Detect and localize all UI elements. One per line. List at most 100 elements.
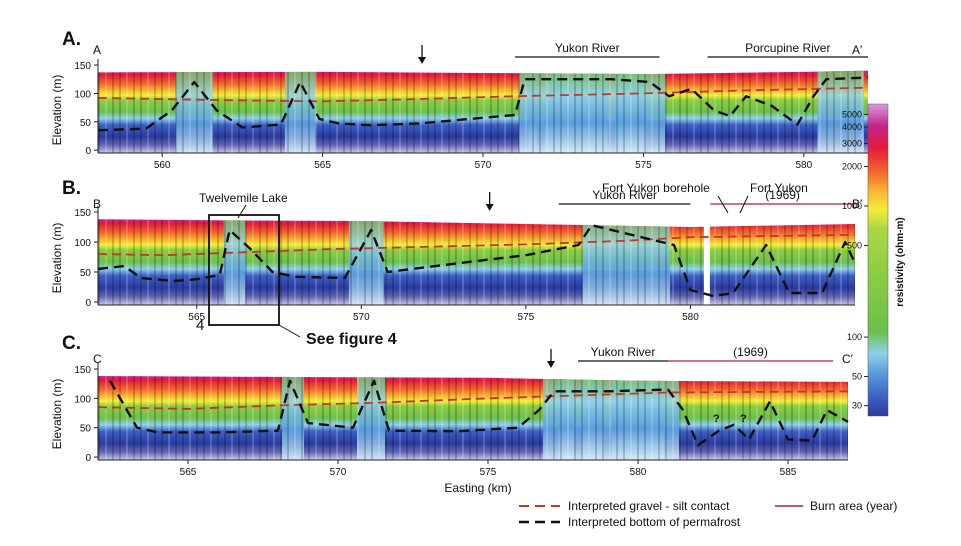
texture-stripe xyxy=(168,70,170,153)
texture-stripe xyxy=(427,376,429,460)
texture-stripe xyxy=(707,376,709,460)
texture-stripe xyxy=(371,376,373,460)
annotations: Yukon River (1969)?? xyxy=(547,345,833,425)
texture-stripe xyxy=(329,219,331,305)
texture-stripe xyxy=(812,376,814,460)
texture-stripe xyxy=(749,376,751,460)
talik-zone xyxy=(615,70,666,153)
texture-stripe xyxy=(728,219,730,305)
texture-stripe xyxy=(784,376,786,460)
uncertain-mark: ? xyxy=(713,413,720,425)
texture-stripe xyxy=(700,219,702,305)
y-tick-label: 150 xyxy=(74,61,91,72)
texture-stripe xyxy=(560,376,562,460)
texture-stripe xyxy=(707,70,709,153)
texture-stripe xyxy=(469,376,471,460)
texture-stripe xyxy=(798,219,800,305)
texture-stripe xyxy=(721,70,723,153)
axes: 0 50 100 150 565 570 575 580 585 xyxy=(74,363,848,478)
texture-stripe xyxy=(385,219,387,305)
texture-stripe xyxy=(252,376,254,460)
texture-stripe xyxy=(203,70,205,153)
texture-stripe xyxy=(623,70,625,153)
texture-stripe xyxy=(126,70,128,153)
texture-stripe xyxy=(840,219,842,305)
texture-stripe xyxy=(777,376,779,460)
texture-stripe xyxy=(651,70,653,153)
colorbar-tick-label: 500 xyxy=(847,240,862,250)
river-label: Yukon River xyxy=(555,41,620,55)
texture-stripe xyxy=(742,376,744,460)
texture-stripe xyxy=(756,70,758,153)
texture-stripe xyxy=(119,70,121,153)
texture-stripe xyxy=(105,376,107,460)
texture-stripe xyxy=(483,376,485,460)
texture-stripe xyxy=(154,376,156,460)
y-tick-label: 0 xyxy=(85,298,91,309)
texture-stripe xyxy=(175,70,177,153)
inset-number: 4 xyxy=(196,317,204,334)
texture-stripe xyxy=(420,219,422,305)
texture-stripe xyxy=(735,70,737,153)
texture-stripe xyxy=(385,70,387,153)
texture-stripe xyxy=(287,376,289,460)
y-tick-label: 150 xyxy=(74,208,91,219)
texture-stripe xyxy=(140,376,142,460)
texture-stripe xyxy=(679,70,681,153)
texture-stripe xyxy=(483,219,485,305)
texture-stripe xyxy=(350,70,352,153)
texture-stripe xyxy=(462,219,464,305)
texture-stripe xyxy=(343,376,345,460)
texture-stripe xyxy=(287,70,289,153)
texture-stripe xyxy=(693,219,695,305)
texture-stripe xyxy=(105,219,107,305)
texture-stripe xyxy=(161,376,163,460)
texture-stripe xyxy=(665,376,667,460)
texture-stripe xyxy=(756,219,758,305)
y-tick-label: 100 xyxy=(74,238,91,249)
y-tick-label: 0 xyxy=(85,146,91,157)
texture-stripe xyxy=(210,70,212,153)
resistivity-section xyxy=(98,70,868,153)
texture-stripe xyxy=(238,70,240,153)
texture-stripe xyxy=(518,376,520,460)
texture-stripe xyxy=(245,376,247,460)
texture-stripe xyxy=(427,219,429,305)
texture-stripe xyxy=(504,70,506,153)
texture-stripe xyxy=(224,376,226,460)
texture-stripe xyxy=(371,70,373,153)
talik-zone xyxy=(282,376,304,460)
texture-stripe xyxy=(546,376,548,460)
texture-stripe xyxy=(819,376,821,460)
gravel-silt-contact-line xyxy=(97,86,869,103)
texture-stripe xyxy=(448,376,450,460)
texture-stripe xyxy=(651,376,653,460)
texture-stripe xyxy=(539,219,541,305)
texture-stripe xyxy=(644,70,646,153)
texture-stripe xyxy=(609,376,611,460)
texture-stripe xyxy=(798,376,800,460)
location-arrowhead xyxy=(485,204,494,211)
figure-4-box xyxy=(208,214,280,326)
texture-stripe xyxy=(315,219,317,305)
texture-stripe xyxy=(644,376,646,460)
texture-stripe xyxy=(308,219,310,305)
texture-stripe xyxy=(406,219,408,305)
texture-stripe xyxy=(574,219,576,305)
texture-stripe xyxy=(462,376,464,460)
river-label: Porcupine River xyxy=(745,41,830,55)
texture-stripe xyxy=(805,219,807,305)
texture-stripe xyxy=(245,219,247,305)
texture-stripe xyxy=(567,376,569,460)
texture-stripe xyxy=(217,219,219,305)
texture-stripe xyxy=(483,70,485,153)
texture-stripe xyxy=(441,376,443,460)
burn-year-label: (1969) xyxy=(765,188,800,202)
texture-stripe xyxy=(259,219,261,305)
texture-stripe xyxy=(581,219,583,305)
texture-stripe xyxy=(497,219,499,305)
texture-stripe xyxy=(413,376,415,460)
texture-stripe xyxy=(413,70,415,153)
texture-stripe xyxy=(140,70,142,153)
texture-stripe xyxy=(826,70,828,153)
